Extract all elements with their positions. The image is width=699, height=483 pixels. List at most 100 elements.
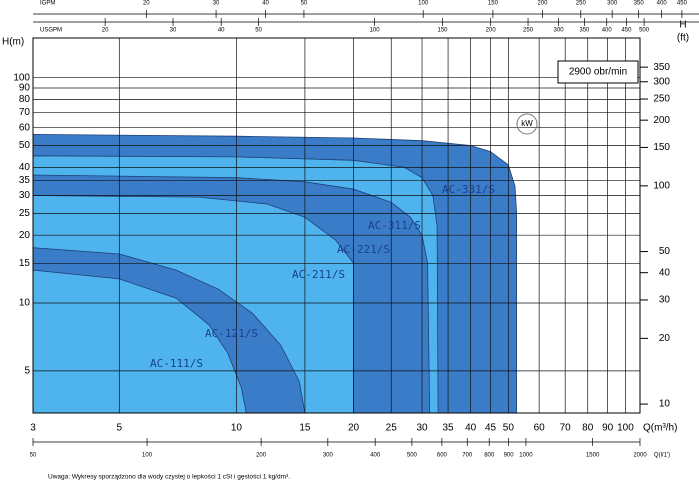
y2-tick-label: 300 — [653, 76, 670, 87]
y2-tick-label: 200 — [653, 115, 670, 126]
y-tick-label: 40 — [19, 162, 31, 173]
secondary-tick-label: 300 — [323, 453, 334, 459]
y2-axis-title: (ft) — [677, 33, 689, 44]
x-tick-label: 60 — [534, 423, 546, 434]
x-tick-label: 25 — [386, 423, 398, 434]
secondary-axis-title: Q(l/1') — [654, 453, 670, 459]
secondary-tick-label: 450 — [621, 28, 632, 34]
x-tick-label: 90 — [602, 423, 614, 434]
secondary-tick-label: 400 — [657, 1, 668, 7]
secondary-tick-label: 30 — [213, 1, 220, 7]
secondary-axis-title: IGPM — [40, 1, 55, 7]
y-tick-label: 15 — [19, 258, 31, 269]
x-tick-label: 10 — [231, 423, 243, 434]
y2-tick-label: 100 — [653, 180, 670, 191]
x-tick-label: 50 — [503, 423, 515, 434]
x-tick-label: 3 — [30, 423, 36, 434]
x-tick-label: 80 — [582, 423, 594, 434]
y-tick-label: 80 — [19, 94, 31, 105]
secondary-tick-label: 800 — [484, 453, 495, 459]
y-axis-title: H(m) — [2, 37, 24, 48]
y-tick-label: 100 — [13, 72, 30, 83]
series-label: AC-331/S — [442, 183, 495, 196]
x-tick-label: 35 — [443, 423, 455, 434]
y2-tick-label: 30 — [659, 295, 671, 306]
x-tick-label: 15 — [299, 423, 311, 434]
secondary-tick-label: 150 — [488, 1, 499, 7]
power-label: kW — [521, 119, 533, 128]
secondary-tick-label: 500 — [639, 28, 650, 34]
y2-tick-label: 50 — [659, 246, 671, 257]
y2-tick-label: 10 — [659, 399, 671, 410]
y2-tick-label: 150 — [653, 142, 670, 153]
secondary-tick-label: 20 — [102, 28, 109, 34]
y-tick-label: 35 — [19, 175, 31, 186]
y2-tick-label: 250 — [653, 94, 670, 105]
y-tick-label: 5 — [24, 365, 30, 376]
plot-frame — [32, 37, 641, 414]
x-tick-label: 45 — [485, 423, 497, 434]
secondary-tick-label: 900 — [504, 453, 515, 459]
annotation-box — [557, 60, 639, 84]
secondary-tick-label: 300 — [554, 28, 565, 34]
secondary-tick-label: 1500 — [586, 453, 600, 459]
y-tick-label: 50 — [19, 140, 31, 151]
secondary-tick-label: 50 — [255, 28, 262, 34]
secondary-tick-label: 2000 — [633, 453, 647, 459]
secondary-tick-label: 600 — [437, 453, 448, 459]
labels: AC-331/S AC-311/S AC-221/S AC-211/S AC-121/S… — [150, 183, 495, 370]
secondary-tick-label: 250 — [576, 1, 587, 7]
y2-tick-label: 350 — [653, 62, 670, 73]
grid: 3 5 10 15 20 25 30 35 40 45 50 60 70 80 90 100510152025… — [13, 1, 699, 459]
y-tick-label: 60 — [19, 122, 31, 133]
series-label: AC-121/S — [205, 327, 258, 340]
y-tick-label: 70 — [19, 107, 31, 118]
x-tick-label: 20 — [348, 423, 360, 434]
power-marker — [516, 113, 538, 135]
secondary-tick-label: 250 — [523, 28, 534, 34]
y2-tick-label: 20 — [659, 333, 671, 344]
series-label: AC-111/S — [150, 357, 203, 370]
secondary-tick-label: 100 — [142, 453, 153, 459]
secondary-tick-label: 50 — [301, 1, 308, 7]
x-tick-label: 70 — [560, 423, 572, 434]
secondary-tick-label: 50 — [30, 453, 37, 459]
secondary-tick-label: 400 — [602, 28, 613, 34]
secondary-tick-label: 450 — [677, 1, 688, 7]
secondary-tick-label: 350 — [579, 28, 590, 34]
secondary-tick-label: 500 — [407, 453, 418, 459]
y2-axis-title: H — [679, 20, 686, 31]
secondary-tick-label: 1000 — [519, 453, 533, 459]
secondary-tick-label: 200 — [537, 1, 548, 7]
area — [32, 269, 247, 414]
secondary-tick-label: 20 — [143, 1, 150, 7]
secondary-tick-label: 100 — [418, 1, 429, 7]
x-tick-label: 30 — [416, 423, 428, 434]
x-tick-label: 40 — [465, 423, 477, 434]
x-axis-title: Q(m³/h) — [643, 423, 677, 434]
secondary-tick-label: 300 — [607, 1, 618, 7]
secondary-tick-label: 350 — [634, 1, 645, 7]
y-tick-label: 10 — [19, 298, 31, 309]
series-label: AC-221/S — [337, 243, 390, 256]
areas — [32, 133, 517, 414]
secondary-axis-title: USGPM — [40, 28, 62, 34]
annotation: 2900 obr/min — [569, 67, 627, 78]
y-tick-label: 30 — [19, 190, 31, 201]
secondary-tick-label: 150 — [438, 28, 449, 34]
secondary-tick-label: 30 — [170, 28, 177, 34]
x-tick-label: 5 — [117, 423, 123, 434]
footnote: Uwaga: Wykresy sporządzono dla wody czys… — [48, 474, 290, 481]
x-tick-label: 100 — [617, 423, 634, 434]
y-tick-label: 20 — [19, 230, 31, 241]
series-label: AC-311/S — [368, 219, 421, 232]
secondary-tick-label: 400 — [370, 453, 381, 459]
y-tick-label: 25 — [19, 208, 31, 219]
secondary-tick-label: 100 — [370, 28, 381, 34]
y2-tick-label: 40 — [659, 267, 671, 278]
y-tick-label: 90 — [19, 83, 31, 94]
secondary-tick-label: 40 — [262, 1, 269, 7]
secondary-tick-label: 200 — [486, 28, 497, 34]
secondary-tick-label: 40 — [218, 28, 225, 34]
